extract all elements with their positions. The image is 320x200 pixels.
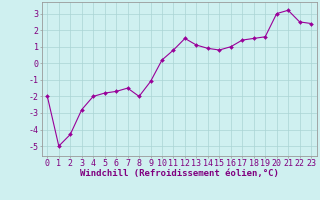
X-axis label: Windchill (Refroidissement éolien,°C): Windchill (Refroidissement éolien,°C) [80, 169, 279, 178]
